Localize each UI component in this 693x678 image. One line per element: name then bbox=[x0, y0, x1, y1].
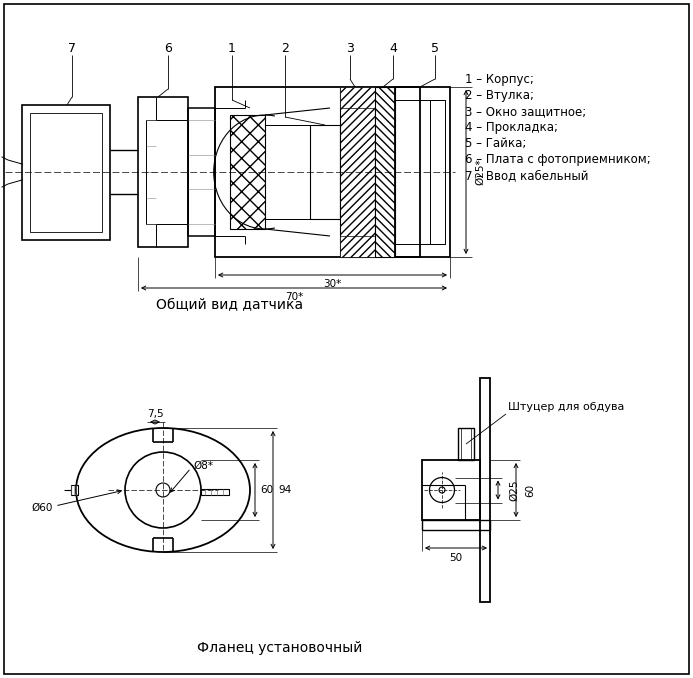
Bar bbox=[22, 105, 110, 240]
Bar bbox=[375, 87, 395, 257]
Bar bbox=[430, 100, 445, 244]
Bar bbox=[71, 485, 78, 495]
Bar bbox=[310, 125, 340, 219]
Text: 3: 3 bbox=[346, 41, 354, 54]
Bar bbox=[215, 87, 420, 257]
Text: 7,5: 7,5 bbox=[147, 409, 164, 419]
Text: 60: 60 bbox=[261, 485, 274, 495]
Bar bbox=[340, 87, 375, 257]
Bar bbox=[138, 97, 188, 247]
Text: Ø25*: Ø25* bbox=[475, 159, 485, 185]
Text: 4 – Прокладка;: 4 – Прокладка; bbox=[465, 121, 558, 134]
Text: 2: 2 bbox=[281, 41, 289, 54]
Bar bbox=[201, 489, 229, 495]
Text: Ø60: Ø60 bbox=[32, 503, 53, 513]
Bar bbox=[461, 428, 471, 460]
Text: 5: 5 bbox=[431, 41, 439, 54]
Text: 60: 60 bbox=[525, 483, 535, 496]
Text: 94: 94 bbox=[279, 485, 292, 495]
Text: 1 – Корпус;: 1 – Корпус; bbox=[465, 73, 534, 87]
Text: Общий вид датчика: Общий вид датчика bbox=[157, 298, 304, 312]
Text: 3 – Окно защитное;: 3 – Окно защитное; bbox=[465, 106, 586, 119]
Text: 4: 4 bbox=[389, 41, 397, 54]
Text: Ø8*: Ø8* bbox=[193, 461, 213, 471]
Bar bbox=[340, 87, 375, 108]
Bar bbox=[340, 236, 375, 257]
Text: Штуцер для обдува: Штуцер для обдува bbox=[508, 402, 624, 412]
Bar bbox=[422, 460, 480, 520]
Text: 70*: 70* bbox=[285, 292, 303, 302]
Bar bbox=[146, 120, 188, 224]
Text: 5 – Гайка;: 5 – Гайка; bbox=[465, 138, 527, 151]
Bar bbox=[230, 115, 265, 229]
Text: Ø25: Ø25 bbox=[509, 479, 519, 501]
Text: 7 – Ввод кабельный: 7 – Ввод кабельный bbox=[465, 170, 588, 182]
Text: 6: 6 bbox=[164, 41, 172, 54]
Bar bbox=[395, 87, 450, 257]
Bar bbox=[188, 108, 215, 236]
Text: 50: 50 bbox=[450, 553, 462, 563]
Text: 6 – Плата с фотоприемником;: 6 – Плата с фотоприемником; bbox=[465, 153, 651, 167]
Text: Фланец установочный: Фланец установочный bbox=[198, 641, 362, 655]
Bar bbox=[265, 125, 310, 219]
Text: 1: 1 bbox=[228, 41, 236, 54]
Bar bbox=[422, 520, 490, 530]
Bar bbox=[30, 113, 102, 232]
Text: 30*: 30* bbox=[324, 279, 342, 289]
Text: 7: 7 bbox=[68, 41, 76, 54]
Bar bbox=[480, 378, 490, 602]
Bar bbox=[458, 428, 474, 460]
Text: 2 – Втулка;: 2 – Втулка; bbox=[465, 89, 534, 102]
